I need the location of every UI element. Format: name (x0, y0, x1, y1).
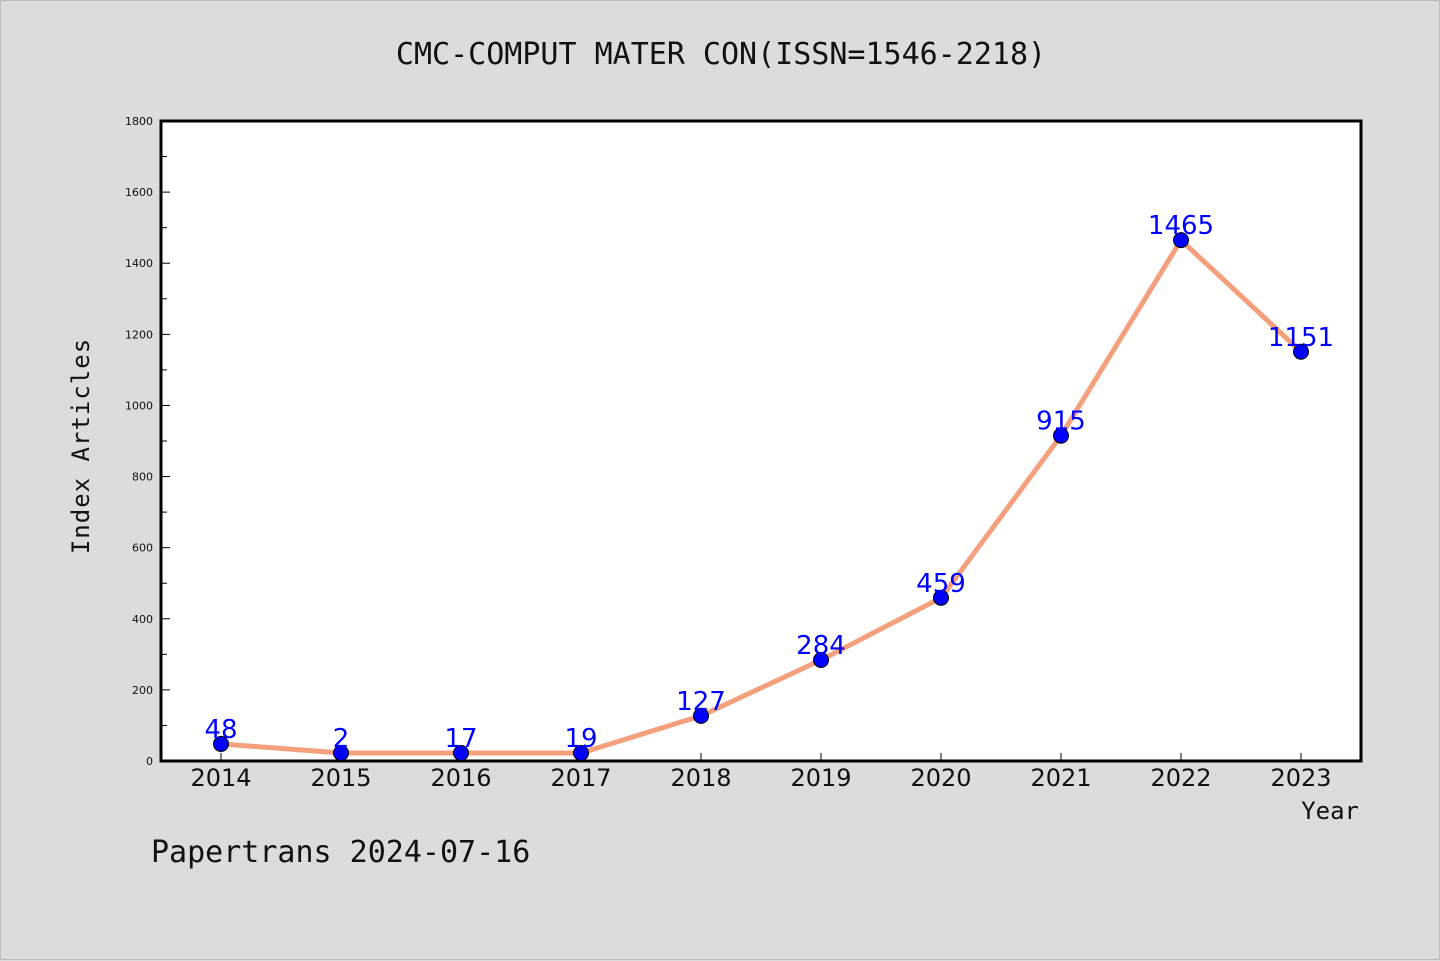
y-tick-label: 0 (146, 755, 153, 768)
data-label: 17 (444, 724, 477, 754)
data-label: 2 (333, 724, 350, 754)
data-point (213, 735, 229, 752)
y-tick-label: 600 (132, 542, 153, 555)
data-point (813, 652, 829, 669)
plot-area (159, 119, 1363, 763)
data-label: 19 (564, 724, 597, 754)
footer-note: Papertrans 2024-07-16 (151, 835, 531, 870)
data-label: 127 (676, 687, 726, 717)
y-tick-label: 1800 (125, 115, 153, 128)
x-tick-label: 2015 (310, 764, 371, 792)
y-tick-label: 1000 (125, 399, 153, 412)
data-point (1293, 343, 1309, 360)
data-label: 284 (796, 631, 846, 661)
x-tick-label: 2016 (430, 764, 491, 792)
data-point (1053, 427, 1069, 444)
data-label: 915 (1036, 407, 1086, 437)
y-tick-label: 800 (132, 471, 153, 484)
x-axis-label: Year (1301, 797, 1359, 825)
data-point (693, 707, 709, 724)
data-point (333, 745, 349, 761)
x-tick-label: 2019 (790, 764, 851, 792)
y-tick-label: 200 (132, 684, 153, 697)
x-tick-label: 2022 (1150, 764, 1211, 792)
x-tick-label: 2020 (910, 764, 971, 792)
data-label: 48 (204, 715, 237, 745)
chart-title: CMC-COMPUT MATER CON(ISSN=1546-2218) (395, 37, 1047, 72)
series-line (218, 237, 1304, 756)
data-point (933, 589, 949, 606)
data-label: 459 (916, 569, 966, 599)
x-tick-label: 2014 (190, 764, 251, 792)
data-point (453, 745, 469, 761)
x-tick-label: 2017 (550, 764, 611, 792)
y-tick-label: 400 (132, 613, 153, 626)
x-tick-label: 2021 (1030, 764, 1091, 792)
x-tick-label: 2018 (670, 764, 731, 792)
y-tick-label: 1600 (125, 186, 153, 199)
data-point (1173, 232, 1189, 249)
data-label: 1151 (1268, 323, 1334, 353)
data-point (573, 745, 589, 761)
y-tick-label: 1200 (125, 328, 153, 341)
data-label: 1465 (1148, 211, 1214, 241)
x-tick-label: 2023 (1270, 764, 1331, 792)
y-tick-label: 1400 (125, 257, 153, 270)
